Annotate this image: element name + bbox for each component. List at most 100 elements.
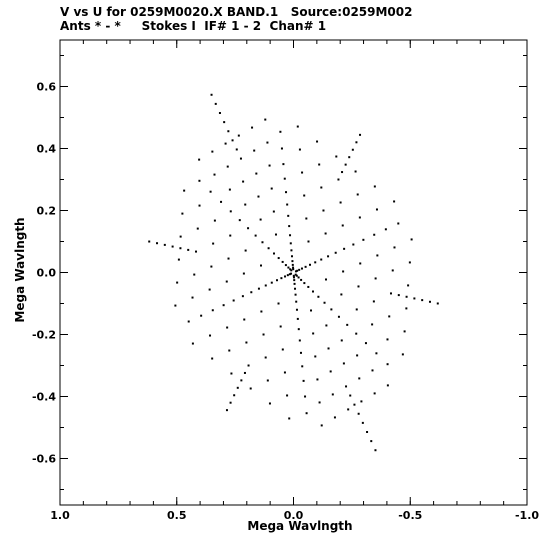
uv-point: [305, 412, 308, 415]
uv-point: [295, 274, 298, 277]
uv-point: [229, 210, 232, 213]
uv-point: [296, 317, 299, 320]
uv-point: [274, 233, 277, 236]
uv-point: [253, 149, 256, 152]
uv-point: [291, 260, 294, 263]
uv-point: [262, 333, 265, 336]
uv-point: [302, 379, 305, 382]
uv-point: [209, 334, 212, 337]
uv-point: [282, 163, 285, 166]
uv-point: [283, 177, 286, 180]
uv-point: [195, 250, 198, 253]
uv-point: [337, 315, 340, 318]
uv-point: [288, 225, 291, 228]
uv-point: [428, 300, 431, 303]
uv-point: [311, 290, 314, 293]
uv-point: [214, 102, 217, 105]
uv-point: [284, 275, 287, 278]
uv-point: [292, 274, 295, 277]
y-tick-label: 0.4: [37, 143, 57, 156]
uv-point: [226, 165, 229, 168]
uv-point: [247, 227, 250, 230]
uv-point: [229, 401, 232, 404]
uv-point: [264, 356, 267, 359]
uv-point: [235, 148, 238, 151]
uv-point: [372, 300, 375, 303]
uv-point: [231, 139, 234, 142]
uv-point: [374, 449, 377, 452]
uv-point: [183, 189, 186, 192]
uv-point: [322, 209, 325, 212]
uv-point: [303, 282, 306, 285]
uv-point: [226, 326, 229, 329]
uv-point: [187, 320, 190, 323]
uv-point: [376, 254, 379, 257]
y-tick-label: 0.6: [37, 81, 57, 94]
uv-point: [312, 332, 315, 335]
uv-point: [388, 315, 391, 318]
uv-point: [289, 234, 292, 237]
uv-point: [304, 265, 307, 268]
uv-point: [370, 440, 373, 443]
uv-point: [325, 324, 328, 327]
uv-point: [340, 339, 343, 342]
uv-point: [227, 257, 230, 260]
uv-point: [340, 293, 343, 296]
uv-point: [386, 338, 389, 341]
uv-point: [291, 263, 294, 266]
uv-point: [227, 130, 230, 133]
uv-point: [408, 261, 411, 264]
uv-point: [279, 130, 282, 133]
uv-point: [181, 212, 184, 215]
uv-point: [360, 400, 363, 403]
uv-point: [352, 243, 355, 246]
uv-point: [270, 187, 273, 190]
uv-point: [208, 288, 211, 291]
uv-point: [267, 247, 270, 250]
y-axis-title: Mega Wavlngth: [13, 217, 27, 322]
y-tick-label: 0.0: [37, 267, 57, 280]
uv-point: [237, 134, 240, 137]
uv-point: [421, 299, 424, 302]
uv-point: [303, 194, 306, 197]
uv-point: [260, 264, 263, 267]
uv-point: [211, 357, 214, 360]
uv-point: [357, 285, 360, 288]
uv-point: [249, 387, 252, 390]
uv-point: [243, 371, 246, 374]
uv-point: [250, 291, 253, 294]
uv-point: [298, 148, 301, 151]
uv-point: [413, 297, 416, 300]
uv-point: [317, 295, 320, 298]
uv-point: [294, 287, 297, 290]
x-tick-label: 0.0: [284, 509, 304, 522]
uv-point: [230, 372, 233, 375]
uv-point: [295, 300, 298, 303]
uv-point: [292, 276, 295, 279]
uv-point: [242, 272, 245, 275]
uv-point: [193, 273, 196, 276]
uv-point: [300, 278, 303, 281]
uv-point: [198, 179, 201, 182]
uv-point: [349, 394, 352, 397]
plot-title-line2: Ants * - * Stokes I IF# 1 - 2 Chan# 1: [60, 19, 327, 33]
uv-point: [191, 296, 194, 299]
uv-point: [316, 140, 319, 143]
uv-point: [289, 268, 292, 271]
uv-point: [405, 295, 408, 298]
uv-point: [320, 186, 323, 189]
uv-point: [245, 341, 248, 344]
uv-point: [354, 170, 357, 173]
uv-point: [179, 235, 182, 238]
uv-point: [405, 307, 408, 310]
uv-point: [284, 264, 287, 267]
uv-point: [364, 342, 367, 345]
uv-point: [304, 395, 307, 398]
uv-point: [301, 171, 304, 174]
uv-point: [286, 274, 289, 277]
uv-point: [334, 251, 337, 254]
uv-point: [337, 178, 340, 181]
uv-point: [191, 342, 194, 345]
uv-point: [356, 354, 359, 357]
uv-point: [298, 339, 301, 342]
